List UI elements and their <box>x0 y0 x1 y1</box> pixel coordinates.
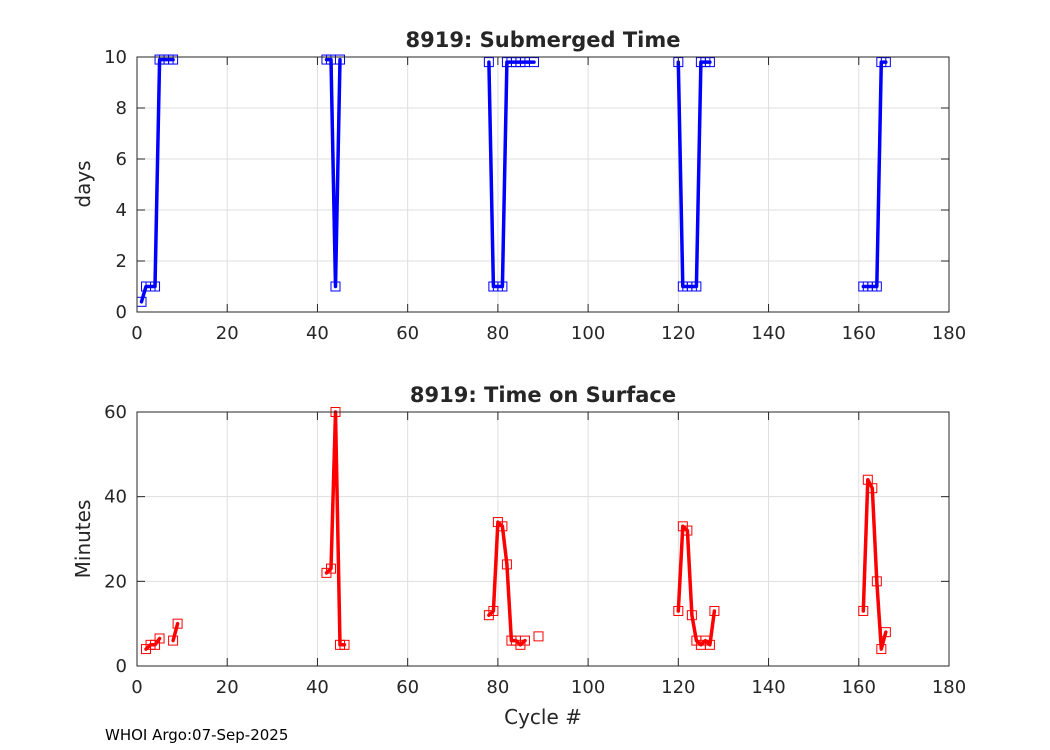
submerged-time-chart: 0 20 40 60 80 100 120 140 160 180 0 2 4 6 8 10 8919: Su… <box>71 28 966 344</box>
y-tick-label: 60 <box>104 402 127 423</box>
x-tick-label: 60 <box>396 677 419 698</box>
x-tick-label: 160 <box>842 677 876 698</box>
footer-credit: WHOI Argo:07-Sep-2025 <box>105 726 288 744</box>
y-tick-label: 2 <box>116 251 127 272</box>
x-tick-label: 120 <box>661 323 695 344</box>
x-tick-label: 0 <box>131 677 142 698</box>
data-point <box>488 605 499 616</box>
data-point <box>867 483 878 494</box>
x-tick-label: 100 <box>571 323 605 344</box>
x-tick-label: 180 <box>932 677 966 698</box>
series-line-surface-6 <box>861 477 888 651</box>
x-tick-label: 20 <box>216 677 239 698</box>
axes-box <box>136 56 950 313</box>
data-point <box>497 521 508 532</box>
tick-layer: 0 20 40 60 80 100 120 140 160 180 0 20 40 60 <box>104 402 966 698</box>
data-point <box>871 281 882 292</box>
data-point <box>172 618 183 629</box>
y-axis-label: Minutes <box>71 500 95 579</box>
data-point <box>339 639 350 650</box>
series-line-surface-1 <box>144 636 162 651</box>
y-tick-label: 20 <box>104 571 127 592</box>
y-tick-label: 8 <box>116 98 127 119</box>
axes-box <box>136 411 950 667</box>
series-line-submerged-2 <box>324 57 342 289</box>
x-tick-label: 180 <box>932 323 966 344</box>
data-point <box>497 281 508 292</box>
y-tick-label: 10 <box>104 47 127 68</box>
data-point <box>519 635 530 646</box>
data-point <box>168 635 179 646</box>
x-tick-label: 40 <box>306 323 329 344</box>
x-tick-label: 0 <box>131 323 142 344</box>
x-tick-label: 80 <box>486 323 509 344</box>
x-tick-label: 20 <box>216 323 239 344</box>
x-tick-label: 100 <box>571 677 605 698</box>
y-tick-label: 0 <box>116 302 127 323</box>
chart-title: 8919: Time on Surface <box>410 383 676 407</box>
tick-layer: 0 20 40 60 80 100 120 140 160 180 0 2 4 6 8 10 <box>104 47 966 344</box>
data-point <box>704 57 715 68</box>
data-point <box>325 563 336 574</box>
series-line-submerged-1 <box>139 57 175 304</box>
x-tick-label: 40 <box>306 677 329 698</box>
x-tick-label: 60 <box>396 323 419 344</box>
data-point <box>876 644 887 655</box>
data-point <box>528 57 539 68</box>
y-tick-label: 6 <box>116 149 127 170</box>
x-tick-label: 120 <box>661 677 695 698</box>
data-point <box>686 610 697 621</box>
data-point <box>880 57 891 68</box>
data-point <box>709 605 720 616</box>
time-on-surface-chart: 0 20 40 60 80 100 120 140 160 180 0 20 40 60 8919: Ti… <box>71 383 966 729</box>
series-line-submerged-3 <box>487 60 536 289</box>
series-line-submerged-4 <box>676 60 712 289</box>
chart-title: 8919: Submerged Time <box>405 28 680 52</box>
data-point <box>871 576 882 587</box>
data-point <box>483 57 494 68</box>
series-line-submerged-5 <box>861 60 888 289</box>
data-point <box>704 639 715 650</box>
y-tick-label: 4 <box>116 200 127 221</box>
data-point <box>154 633 165 644</box>
plot-area <box>137 57 949 312</box>
data-point <box>168 54 179 65</box>
data-point <box>330 281 341 292</box>
y-tick-label: 0 <box>116 656 127 677</box>
x-tick-label: 80 <box>486 677 509 698</box>
data-point <box>673 605 684 616</box>
data-point <box>880 627 891 638</box>
x-tick-label: 140 <box>751 677 785 698</box>
x-tick-label: 160 <box>842 323 876 344</box>
data-point <box>682 525 693 536</box>
series-line-surface-4 <box>487 520 527 647</box>
data-point <box>691 281 702 292</box>
data-point <box>335 54 345 65</box>
data-point <box>533 631 544 642</box>
data-point <box>150 281 161 292</box>
series-line-surface-2 <box>171 621 180 643</box>
plot-area <box>137 412 949 666</box>
y-tick-label: 40 <box>104 487 127 508</box>
x-tick-label: 140 <box>751 323 785 344</box>
data-point <box>501 559 512 570</box>
series-layer <box>136 54 891 307</box>
x-axis-label: Cycle # <box>504 705 582 729</box>
data-point <box>858 605 869 616</box>
y-axis-label: days <box>71 160 95 207</box>
